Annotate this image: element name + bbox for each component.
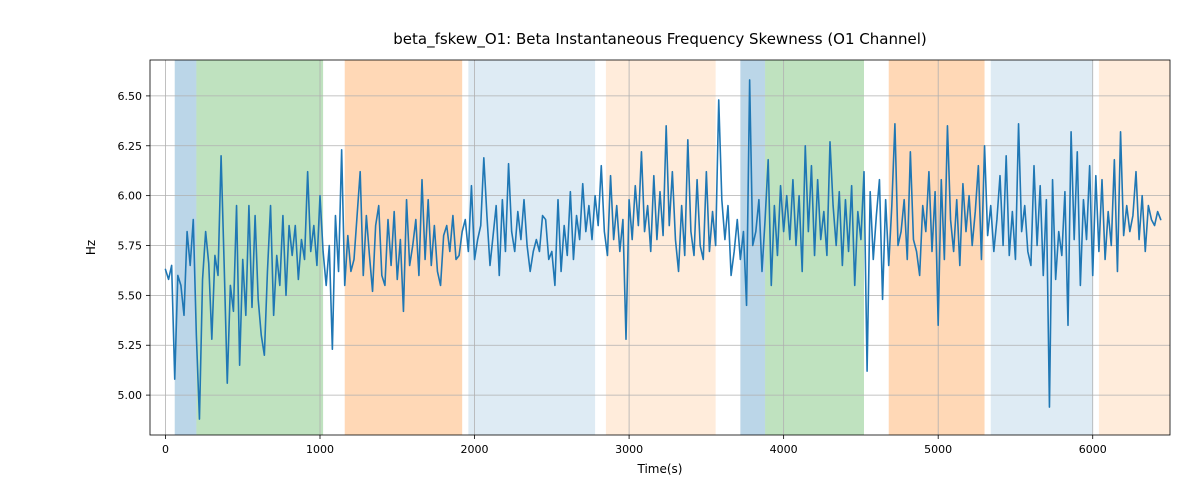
region-band-1: [196, 60, 323, 435]
x-axis-label: Time(s): [637, 462, 683, 476]
x-tick-label: 4000: [770, 443, 798, 456]
x-tick-label: 6000: [1079, 443, 1107, 456]
y-tick-label: 6.50: [118, 90, 143, 103]
x-tick-label: 1000: [306, 443, 334, 456]
x-tick-label: 5000: [924, 443, 952, 456]
y-tick-label: 6.25: [118, 140, 143, 153]
x-tick-label: 2000: [461, 443, 489, 456]
region-band-0: [175, 60, 197, 435]
y-tick-label: 6.00: [118, 190, 143, 203]
y-tick-label: 5.00: [118, 389, 143, 402]
chart-title: beta_fskew_O1: Beta Instantaneous Freque…: [393, 30, 926, 49]
y-tick-label: 5.75: [118, 240, 143, 253]
x-tick-label: 3000: [615, 443, 643, 456]
region-band-4: [606, 60, 716, 435]
y-tick-label: 5.50: [118, 289, 143, 302]
y-axis-label: Hz: [84, 240, 98, 255]
y-tick-label: 5.25: [118, 339, 143, 352]
region-band-9: [1099, 60, 1170, 435]
region-band-3: [468, 60, 595, 435]
line-chart: 0 1000 2000 3000 4000 5000 6000 5.00 5.25 5.50 5.7…: [0, 0, 1200, 500]
x-tick-label: 0: [162, 443, 169, 456]
chart-container: 0 1000 2000 3000 4000 5000 6000 5.00 5.25 5.50 5.7…: [0, 0, 1200, 500]
